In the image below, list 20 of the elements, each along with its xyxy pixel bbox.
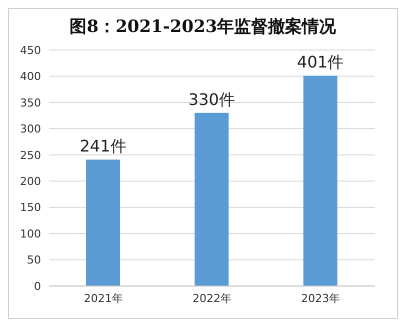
y-tick-label: 350: [20, 96, 41, 110]
data-label: 241件: [80, 136, 126, 156]
y-tick-label: 450: [20, 44, 41, 57]
y-tick-label: 250: [20, 148, 41, 162]
y-tick-label: 150: [20, 201, 41, 214]
data-label: 330件: [188, 90, 235, 109]
bar: [303, 76, 338, 286]
data-label: 401件: [297, 52, 344, 72]
y-tick-label: 50: [27, 254, 41, 267]
bar: [86, 160, 120, 286]
y-tick-label: 400: [20, 70, 41, 84]
bar: [194, 112, 229, 286]
x-tick-label: 2022年: [192, 292, 232, 305]
y-tick-label: 300: [20, 122, 41, 136]
y-tick-label: 0: [34, 280, 41, 293]
x-tick-label: 2021年: [84, 292, 123, 305]
chart-title: 图8：2021-2023年监督撤案情况: [68, 16, 338, 38]
x-tick-label: 2023年: [301, 292, 340, 305]
y-tick-label: 100: [20, 227, 41, 240]
y-tick-label: 200: [20, 175, 41, 188]
